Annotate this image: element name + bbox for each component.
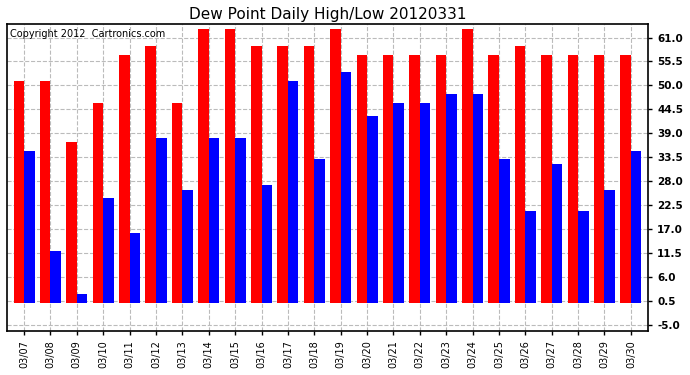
Bar [552, 164, 562, 303]
Bar [604, 190, 615, 303]
Bar [198, 29, 209, 303]
Bar [315, 159, 325, 303]
Bar [288, 81, 299, 303]
Bar [341, 72, 351, 303]
Bar [172, 103, 182, 303]
Text: Copyright 2012  Cartronics.com: Copyright 2012 Cartronics.com [10, 29, 166, 39]
Bar [473, 94, 483, 303]
Bar [77, 294, 88, 303]
Bar [146, 46, 156, 303]
Bar [367, 116, 377, 303]
Bar [525, 211, 536, 303]
Bar [251, 46, 262, 303]
Bar [304, 46, 315, 303]
Bar [631, 151, 642, 303]
Bar [578, 211, 589, 303]
Bar [435, 55, 446, 303]
Bar [330, 29, 341, 303]
Bar [225, 29, 235, 303]
Bar [66, 142, 77, 303]
Bar [541, 55, 552, 303]
Bar [130, 233, 140, 303]
Bar [446, 94, 457, 303]
Bar [568, 55, 578, 303]
Bar [515, 46, 525, 303]
Bar [50, 251, 61, 303]
Bar [104, 198, 114, 303]
Bar [489, 55, 499, 303]
Bar [409, 55, 420, 303]
Bar [24, 151, 34, 303]
Bar [594, 55, 604, 303]
Bar [235, 138, 246, 303]
Bar [119, 55, 130, 303]
Title: Dew Point Daily High/Low 20120331: Dew Point Daily High/Low 20120331 [189, 7, 466, 22]
Bar [262, 185, 272, 303]
Bar [277, 46, 288, 303]
Bar [156, 138, 166, 303]
Bar [499, 159, 509, 303]
Bar [357, 55, 367, 303]
Bar [92, 103, 104, 303]
Bar [40, 81, 50, 303]
Bar [209, 138, 219, 303]
Bar [462, 29, 473, 303]
Bar [620, 55, 631, 303]
Bar [393, 103, 404, 303]
Bar [14, 81, 24, 303]
Bar [420, 103, 431, 303]
Bar [182, 190, 193, 303]
Bar [383, 55, 393, 303]
